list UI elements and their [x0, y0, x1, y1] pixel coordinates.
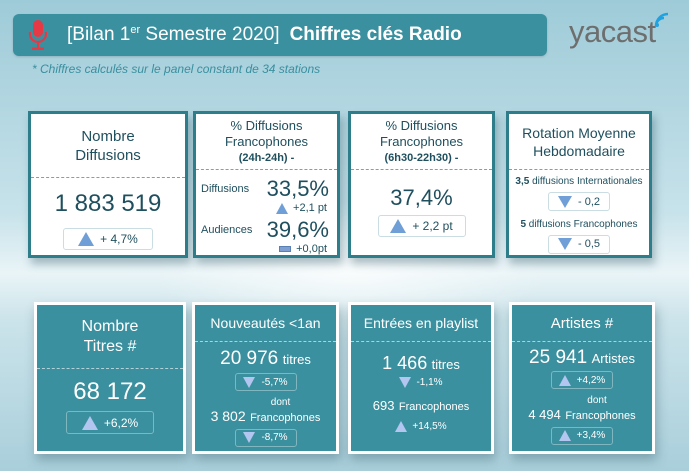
card-value: 1 883 519 [54, 190, 162, 217]
triangle-down-icon [557, 195, 572, 208]
card-header: Nombre Diffusions [31, 114, 185, 178]
change-badge: +4,2% [551, 371, 613, 389]
card-artistes: Artistes # 25 941 Artistes +4,2% dont 4 … [509, 302, 655, 454]
triangle-down-icon [557, 238, 572, 250]
card-header: Nombre Titres # [37, 305, 183, 369]
card-value: 68 172 [73, 378, 147, 405]
page-title: [Bilan 1er Semestre 2020] [67, 24, 280, 45]
wifi-waves-icon [654, 12, 669, 27]
card-header: Entrées en playlist [351, 305, 491, 342]
triangle-up-icon [81, 415, 98, 430]
change-badge: - 0,5 [548, 234, 610, 254]
card-diffusions-francophones-24h: % Diffusions Francophones (24h-24h) - Di… [193, 111, 340, 258]
yacast-logo: yacast [569, 14, 656, 49]
flat-change-icon [279, 246, 292, 252]
card-header: Nouveautés <1an [195, 305, 336, 342]
change-badge: +3,4% [551, 426, 613, 445]
card-entrees-playlist: Entrées en playlist 1 466 titres -1,1% 6… [348, 302, 494, 454]
triangle-down-icon [243, 376, 256, 388]
card-rotation-moyenne: Rotation Moyenne Hebdomadaire 3,5 diffus… [506, 111, 652, 258]
change-badge: - 0,2 [548, 192, 610, 211]
card-nouveautes: Nouveautés <1an 20 976 titres -5,7% dont… [192, 302, 339, 454]
card-title: Nombre [81, 127, 135, 145]
card-header: % Diffusions Francophones (24h-24h) - [196, 114, 337, 170]
change-badge: -5,7% [234, 373, 297, 391]
triangle-down-icon [243, 432, 256, 443]
change-badge: + 2,2 pt [377, 215, 466, 237]
card-value: 37,4% [390, 185, 453, 210]
change-badge: -8,7% [234, 428, 297, 447]
triangle-up-icon [558, 374, 571, 386]
card-title: Diffusions [75, 146, 141, 164]
card-nombre-diffusions: Nombre Diffusions 1 883 519 + 4,7% [28, 111, 188, 258]
triangle-up-icon [78, 232, 95, 246]
change-badge: + 4,7% [63, 228, 153, 250]
card-nombre-titres: Nombre Titres # 68 172 +6,2% [34, 302, 186, 454]
card-header: % Diffusions Francophones (6h30-22h30) - [351, 114, 492, 170]
triangle-up-icon [395, 421, 408, 432]
page-title-strong: Chiffres clés Radio [289, 24, 462, 45]
header-bar: [Bilan 1er Semestre 2020] Chiffres clés … [13, 14, 547, 56]
change-badge: +6,2% [66, 411, 154, 434]
card-header: Artistes # [512, 305, 652, 342]
card-header: Rotation Moyenne Hebdomadaire [509, 114, 649, 170]
card-diffusions-francophones-6h30: % Diffusions Francophones (6h30-22h30) -… [348, 111, 495, 258]
subtitle-note: * Chiffres calculés sur le panel constan… [32, 62, 321, 76]
diffusions-row: Diffusions 33,5% [201, 176, 329, 201]
microphone-icon [28, 20, 48, 50]
audiences-row: Audiences 39,6% [201, 217, 329, 242]
triangle-up-icon [558, 430, 571, 441]
triangle-up-icon [390, 219, 407, 233]
triangle-up-icon [276, 202, 289, 214]
triangle-down-icon [399, 377, 412, 388]
